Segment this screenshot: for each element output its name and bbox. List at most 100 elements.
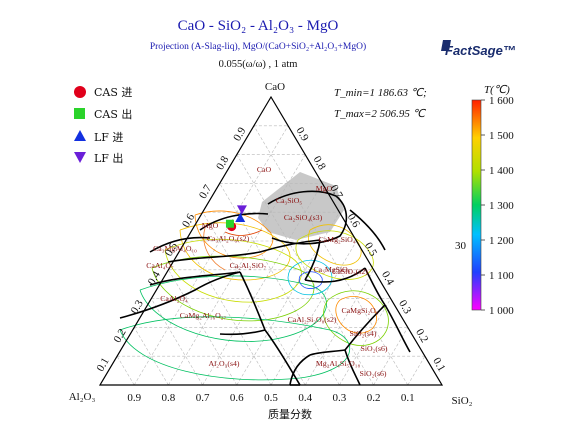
colorbar-side-label: 30	[455, 240, 467, 252]
diagram-condition: 0.055(ω/ω) , 1 atm	[219, 59, 298, 70]
right-tick-label: 0.9	[294, 125, 312, 143]
grid-line	[253, 125, 409, 386]
phase-boundary	[364, 267, 386, 306]
region-label: CaAl₂Si₂O₈(s2)	[288, 315, 337, 324]
isotherm-contour	[164, 238, 302, 303]
grid-line	[133, 327, 169, 386]
phase-boundary	[199, 212, 269, 231]
phase-boundary	[304, 239, 321, 281]
left-tick-label: 0.6	[180, 211, 198, 229]
data-point	[235, 212, 246, 222]
bottom-tick-label: 0.4	[298, 392, 312, 404]
left-tick-label: 0.2	[112, 327, 129, 345]
phase-boundary	[309, 349, 346, 356]
right-tick-label: 0.1	[430, 356, 447, 374]
left-tick-label: 0.5	[163, 240, 181, 258]
phase-boundary	[219, 329, 266, 336]
diagram-title: CaO - SiO₂ - Al₂O₃ - MgO	[178, 18, 339, 34]
bottom-axis-title: 质量分数	[268, 408, 312, 421]
factsage-logo: FactSage™	[441, 40, 516, 58]
apex-al2o3-label: Al₂O₃	[69, 391, 96, 403]
phase-boundary	[264, 329, 301, 386]
region-label: SiO₂(s4)	[350, 329, 377, 338]
right-tick-label: 0.4	[379, 269, 397, 287]
axis-tick-labels: 0.9 0.8 0.7 0.6 0.5 0.4 0.3 0.2 0.10.90.80.70.60…	[94, 125, 447, 404]
grid-line	[151, 298, 203, 386]
grid-line	[116, 356, 135, 386]
right-tick-label: 0.5	[362, 241, 380, 259]
left-tick-label: 0.1	[94, 356, 111, 374]
data-point	[236, 205, 247, 215]
isotherm-contour	[308, 224, 362, 266]
region-label: Ca₃Al₂O₆(s2)	[207, 234, 250, 243]
svg-text:FactSage™: FactSage™	[445, 43, 516, 58]
tmax-label: T_max=2 506.95 ℃	[334, 108, 427, 120]
legend-item-cas-out: CAS 出	[74, 107, 132, 121]
ternary-frame	[98, 95, 444, 386]
right-tick-label: 0.6	[345, 212, 363, 230]
colorbar-tick-label: 1 200	[489, 235, 514, 247]
left-tick-label: 0.3	[129, 298, 147, 316]
colorbar: T(℃) 1 600 1 500 1 400 1 300 1 200 1 100 1 000…	[455, 84, 514, 317]
phase-boundary	[304, 267, 366, 283]
colorbar-tick-label: 1 600	[489, 95, 514, 107]
phase-boundary	[239, 271, 266, 331]
colorbar-tick-label: 1 400	[489, 165, 514, 177]
colorbar-tick-label: 1 100	[489, 270, 514, 282]
grid-line	[304, 269, 374, 386]
phase-boundary	[267, 190, 348, 245]
left-tick-label: 0.8	[214, 154, 232, 172]
svg-text:CAS 出: CAS 出	[94, 107, 132, 121]
apex-cao-label: CaO	[265, 81, 285, 93]
colorbar-tick-label: 1 000	[489, 305, 514, 317]
region-label: MgO	[316, 184, 333, 193]
legend: CAS 进 CAS 出 LF 进 LF 出	[74, 86, 132, 165]
isotherm-contour	[298, 271, 323, 289]
phase-boundary	[344, 304, 386, 351]
diagram-subtitle: Projection (A-Slag-liq), MgO/(CaO+SiO₂+A…	[150, 41, 366, 52]
region-label: Ca₃SiO₅	[276, 196, 303, 205]
svg-text:CAS 进: CAS 进	[94, 86, 132, 99]
region-label: SiO₂(s6)	[360, 369, 387, 378]
region-label: Ca₂SiO₄(s3)	[284, 213, 323, 222]
right-tick-label: 0.3	[396, 298, 414, 316]
region-label: CaSiO₃(s2)	[332, 267, 368, 276]
grid-line	[407, 356, 426, 386]
grid-line	[202, 212, 306, 386]
region-label: CaMg₂Al₁₆O₂₇	[180, 311, 227, 320]
phase-boundary	[349, 209, 386, 251]
grid-line	[339, 298, 391, 386]
bottom-tick-label: 0.3	[333, 392, 347, 404]
right-tick-label: 0.8	[311, 154, 329, 172]
phase-boundary-lines	[119, 190, 411, 386]
region-label: Ca₃MgSiO₈	[313, 265, 350, 274]
region-label: CaAl₂O₄	[160, 294, 188, 303]
isotherm-contour	[323, 290, 389, 346]
colorbar-tick-label: 1 500	[489, 130, 514, 142]
isotherm-contour	[335, 296, 377, 334]
phase-boundary	[344, 349, 361, 386]
region-label: Ca₂Al₂SiO₇	[230, 261, 267, 270]
region-label: Ca₃MgAl₄O₁₀	[153, 244, 197, 253]
region-label: Al₂O₃(s4)	[209, 359, 240, 368]
isotherm-contour	[139, 275, 327, 342]
phase-boundary	[384, 304, 411, 353]
region-label: CaAl₄O₇	[146, 261, 174, 270]
phase-boundary	[149, 236, 211, 253]
isotherm-contour	[287, 259, 333, 296]
bottom-tick-label: 0.9	[127, 392, 141, 404]
bottom-tick-label: 0.6	[230, 392, 244, 404]
phase-boundary	[289, 354, 311, 386]
left-tick-label: 0.4	[146, 269, 164, 287]
tmin-label: T_min=1 186.63 ℃;	[334, 87, 427, 99]
grid-line	[168, 269, 238, 386]
region-label: CaMg₂SiO₄	[318, 235, 355, 244]
grid-line	[185, 240, 272, 386]
grid-line	[202, 183, 323, 386]
region-label: CaMgSi₂O₆	[341, 306, 378, 315]
region-label: SiO₂(s6)	[361, 344, 388, 353]
bottom-tick-label: 0.5	[264, 392, 278, 404]
data-point	[225, 219, 234, 228]
legend-item-cas-in: CAS 进	[74, 86, 132, 99]
